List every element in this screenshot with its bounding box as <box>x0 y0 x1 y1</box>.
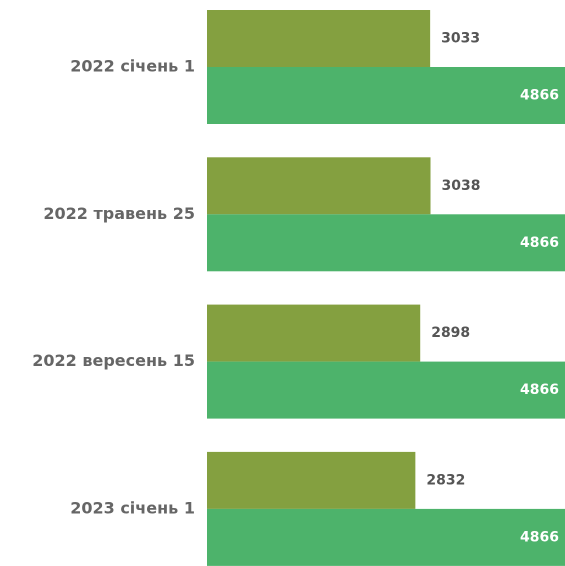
bar <box>207 157 431 215</box>
bar <box>207 67 565 124</box>
value-label: 4866 <box>520 382 559 398</box>
value-label: 2832 <box>426 472 465 488</box>
value-label: 3033 <box>441 31 480 47</box>
bar <box>207 304 421 362</box>
value-label: 4866 <box>520 529 559 545</box>
value-label: 3038 <box>442 178 481 194</box>
category-label: 2023 січень 1 <box>70 498 195 517</box>
bar <box>207 10 431 67</box>
category-label: 2022 січень 1 <box>70 57 195 76</box>
bar <box>207 451 416 509</box>
bar <box>207 508 565 566</box>
category-label: 2022 травень 25 <box>43 204 195 223</box>
bar <box>207 214 565 272</box>
value-label: 4866 <box>520 88 559 104</box>
bar <box>207 361 565 419</box>
category-label: 2022 вересень 15 <box>32 351 195 370</box>
value-label: 2898 <box>431 325 470 341</box>
value-label: 4866 <box>520 235 559 251</box>
